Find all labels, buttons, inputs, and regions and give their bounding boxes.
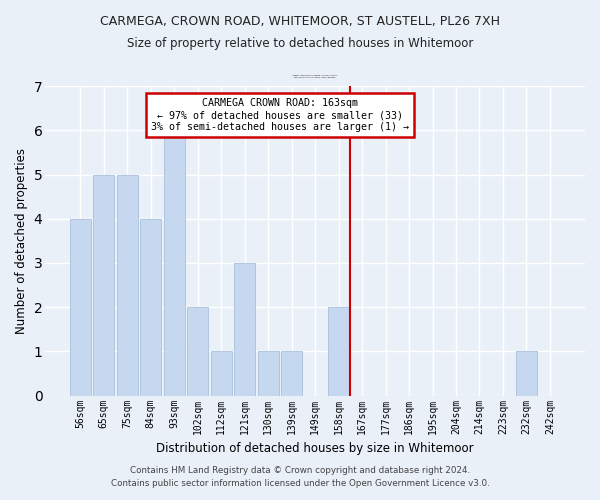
Text: Size of property relative to detached houses in Whitemoor: Size of property relative to detached ho… (127, 38, 473, 51)
Bar (117, 174, 138, 396)
Title: CARMEGA, CROWN ROAD, WHITEMOOR, ST AUSTELL, PL26 7XH
Size of property relative t: CARMEGA, CROWN ROAD, WHITEMOOR, ST AUSTE… (292, 75, 338, 78)
Bar (187, 307, 208, 396)
Bar (281, 352, 302, 396)
Bar (328, 307, 349, 396)
Bar (140, 218, 161, 396)
Bar (93, 174, 115, 396)
Text: CARMEGA, CROWN ROAD, WHITEMOOR, ST AUSTELL, PL26 7XH: CARMEGA, CROWN ROAD, WHITEMOOR, ST AUSTE… (100, 15, 500, 28)
Bar (70, 218, 91, 396)
Text: CARMEGA CROWN ROAD: 163sqm
← 97% of detached houses are smaller (33)
3% of semi-: CARMEGA CROWN ROAD: 163sqm ← 97% of deta… (151, 98, 409, 132)
Bar (516, 352, 537, 396)
Text: Contains HM Land Registry data © Crown copyright and database right 2024.
Contai: Contains HM Land Registry data © Crown c… (110, 466, 490, 487)
Bar (234, 263, 255, 396)
Bar (257, 352, 279, 396)
Bar (211, 352, 232, 396)
X-axis label: Distribution of detached houses by size in Whitemoor: Distribution of detached houses by size … (156, 442, 474, 455)
Y-axis label: Number of detached properties: Number of detached properties (15, 148, 28, 334)
Bar (164, 130, 185, 396)
